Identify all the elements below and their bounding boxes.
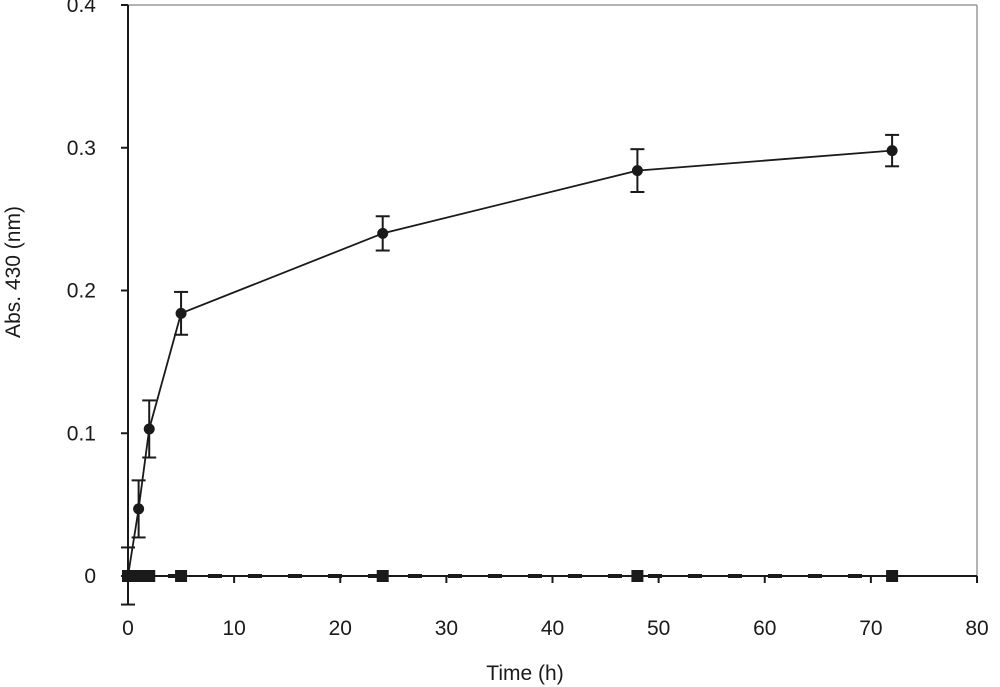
data-point: [143, 570, 156, 582]
x-tick-label: 10: [222, 617, 245, 640]
data-point: [133, 503, 145, 515]
y-tick-label: 0.2: [67, 280, 96, 303]
x-tick-label: 0: [122, 617, 134, 640]
data-point: [886, 570, 899, 582]
x-tick-label: 80: [965, 617, 988, 640]
y-tick-label: 0.3: [67, 137, 96, 160]
y-tick-label: 0.4: [67, 0, 97, 17]
x-tick-label: 70: [859, 617, 882, 640]
x-tick-label: 40: [541, 617, 564, 640]
data-point: [122, 570, 134, 582]
y-tick-label: 0: [84, 565, 96, 588]
data-point: [143, 423, 155, 435]
data-point: [631, 570, 644, 582]
x-tick-label: 50: [647, 617, 670, 640]
x-tick-label: 60: [753, 617, 776, 640]
y-axis-title: Abs. 430 (nm): [2, 206, 25, 338]
data-point: [377, 227, 389, 239]
data-point: [631, 165, 643, 177]
data-point: [886, 145, 898, 157]
x-axis-title: Time (h): [486, 662, 563, 685]
data-point: [175, 307, 187, 319]
data-point: [132, 570, 145, 582]
data-point: [376, 570, 389, 582]
series-1-line: [127, 149, 893, 577]
x-tick-label: 20: [329, 617, 352, 640]
y-tick-label: 0.1: [67, 422, 96, 445]
x-tick-label: 30: [435, 617, 458, 640]
data-point: [175, 570, 188, 582]
